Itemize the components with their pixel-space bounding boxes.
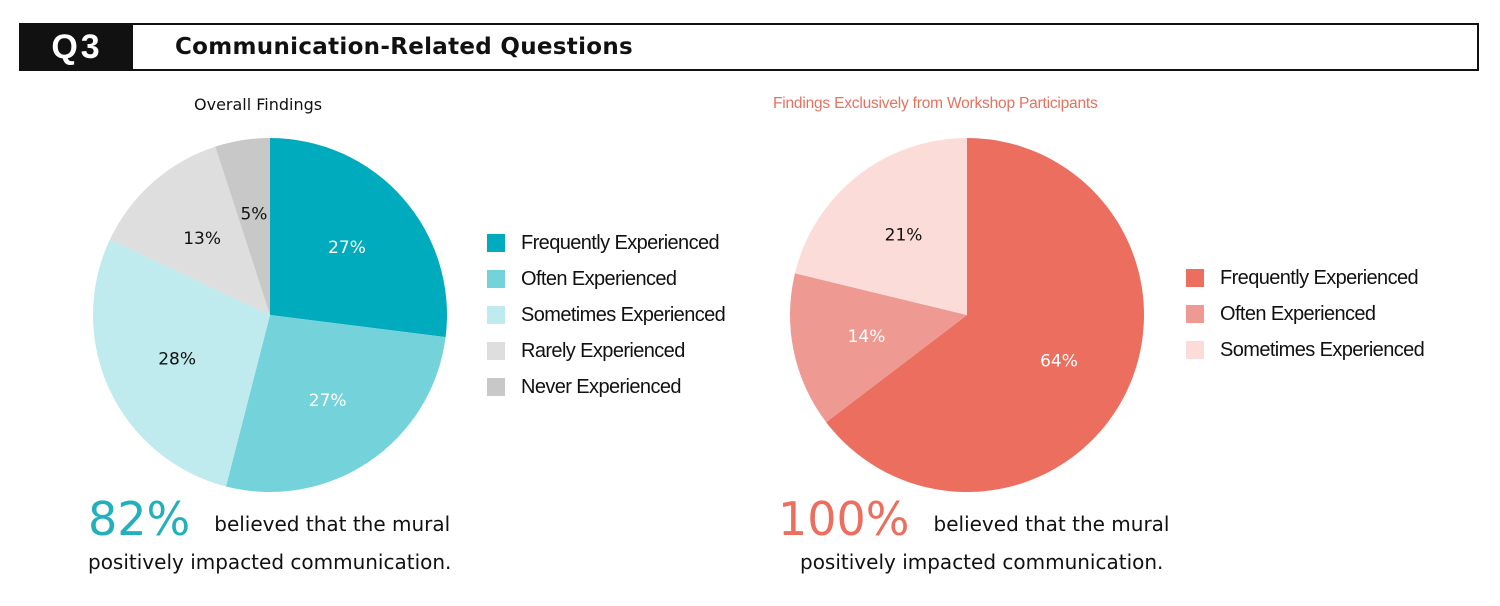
- workshop-legend-item-often-experienced: Often Experienced: [1186, 296, 1424, 332]
- overall-legend-label: Rarely Experienced: [521, 339, 685, 362]
- workshop-legend: Frequently Experienced Often Experienced S…: [1186, 260, 1425, 368]
- workshop-legend-item-sometimes-experienced: Sometimes Experienced: [1186, 332, 1425, 368]
- overall-legend-item-sometimes-experienced: Sometimes Experienced: [487, 297, 726, 333]
- workshop-stat: 100% believed that the mural positively …: [772, 496, 1169, 574]
- question-number-badge: Q3: [21, 25, 133, 69]
- overall-legend-swatch: [487, 234, 505, 252]
- overall-slice-rarely-experienced: [109, 146, 270, 315]
- overall-slice-frequently-experienced: [270, 138, 447, 338]
- overall-legend-item-never-experienced: Never Experienced: [487, 369, 725, 405]
- overall-slice-never-experienced: [215, 138, 270, 315]
- overall-legend-swatch: [487, 270, 505, 288]
- workshop-chart-title: Findings Exclusively from Workshop Parti…: [773, 95, 1098, 112]
- overall-legend-swatch: [487, 342, 505, 360]
- overall-stat-text-line2: positively impacted communication.: [88, 550, 452, 574]
- overall-legend: Frequently Experienced Often Experienced S…: [487, 225, 726, 405]
- workshop-stat-value: 100%: [772, 496, 916, 542]
- workshop-pie-chart: 64% 14% 21%: [790, 138, 1144, 492]
- overall-legend-label: Frequently Experienced: [521, 231, 720, 254]
- overall-legend-item-frequently-experienced: Frequently Experienced: [487, 225, 725, 261]
- overall-slice-label-rarely-experienced: 13%: [183, 229, 221, 249]
- overall-slice-label-sometimes-experienced: 28%: [158, 350, 196, 370]
- workshop-legend-swatch: [1186, 305, 1204, 323]
- workshop-stat-text-line1: believed that the mural: [933, 512, 1170, 536]
- workshop-legend-label: Sometimes Experienced: [1220, 338, 1425, 361]
- workshop-legend-swatch: [1186, 341, 1204, 359]
- overall-slice-often-experienced: [225, 315, 446, 492]
- overall-legend-label: Never Experienced: [521, 375, 681, 398]
- overall-stat-value: 82%: [82, 496, 197, 542]
- workshop-legend-swatch: [1186, 269, 1204, 287]
- overall-stat-text-line1: believed that the mural: [214, 512, 451, 536]
- workshop-slice-label-sometimes-experienced: 21%: [885, 225, 923, 245]
- overall-chart-title: Overall Findings: [194, 95, 323, 114]
- workshop-legend-label: Often Experienced: [1220, 302, 1376, 325]
- overall-pie-chart: 27% 27% 28% 13% 5%: [93, 138, 447, 492]
- question-title: Communication-Related Questions: [175, 34, 634, 60]
- overall-legend-item-rarely-experienced: Rarely Experienced: [487, 333, 725, 369]
- overall-stat: 82% believed that the mural positively i…: [82, 496, 451, 574]
- overall-legend-swatch: [487, 306, 505, 324]
- overall-slice-sometimes-experienced: [93, 239, 270, 487]
- overall-slice-label-often-experienced: 27%: [309, 391, 347, 411]
- workshop-slice-frequently-experienced: [826, 138, 1144, 492]
- overall-legend-item-often-experienced: Often Experienced: [487, 261, 725, 297]
- overall-legend-swatch: [487, 378, 505, 396]
- overall-slice-label-frequently-experienced: 27%: [328, 238, 366, 258]
- workshop-slice-sometimes-experienced: [794, 138, 967, 315]
- workshop-slice-label-often-experienced: 14%: [848, 327, 886, 347]
- question-header: Q3 Communication-Related Questions: [19, 23, 1479, 71]
- overall-legend-label: Sometimes Experienced: [521, 303, 726, 326]
- workshop-stat-text-line2: positively impacted communication.: [800, 550, 1164, 574]
- workshop-slice-often-experienced: [790, 273, 967, 423]
- workshop-legend-label: Frequently Experienced: [1220, 266, 1419, 289]
- workshop-slice-label-frequently-experienced: 64%: [1040, 352, 1078, 372]
- workshop-legend-item-frequently-experienced: Frequently Experienced: [1186, 260, 1424, 296]
- overall-legend-label: Often Experienced: [521, 267, 677, 290]
- overall-slice-label-never-experienced: 5%: [240, 205, 267, 225]
